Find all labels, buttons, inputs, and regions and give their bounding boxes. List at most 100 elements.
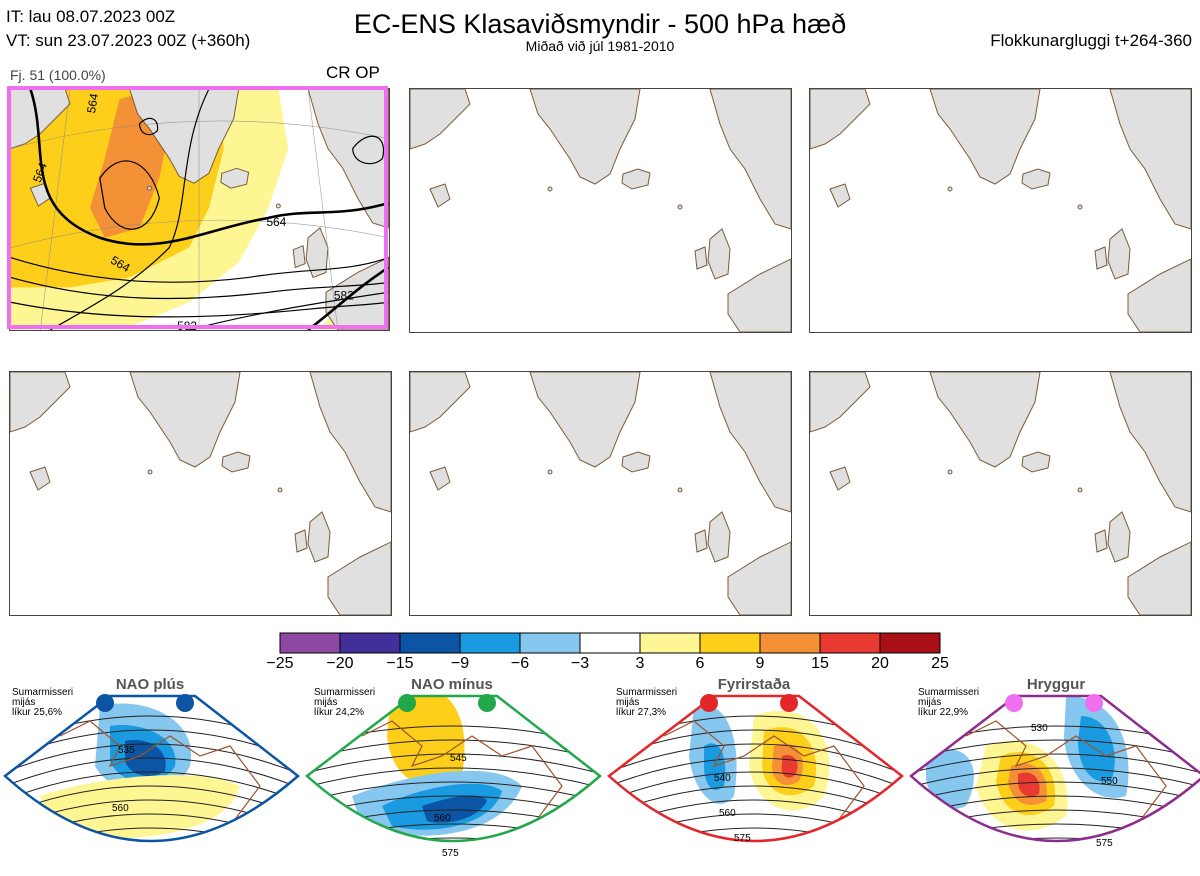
coastline [965,720,1167,841]
panel3-map [810,89,1191,332]
regime-panel[interactable]: 540 560 575 Fyrirstaða Sumarmisseri mijás líku… [604,676,904,871]
colorbar-tick: −3 [570,655,590,672]
regime-panel[interactable]: 530 550 575 Hryggur Sumarmisseri mijás líkur 2… [906,676,1200,871]
cluster-panel-4[interactable] [9,371,392,616]
colorbar-tick: 15 [811,655,829,672]
anomaly-area [781,755,798,778]
regime-info-line: Sumarmisseri [616,687,678,698]
contour-label: 564 [266,215,286,229]
height-contour [307,837,600,841]
regime-map: 530 550 575 [909,694,1200,863]
colorbar-tick: −9 [450,655,470,672]
regime-contour-label: 550 [1101,776,1118,787]
regime-info: Sumarmisseri mijás líkur 25,6% [12,688,73,718]
height-contour [307,767,600,789]
panel1-label: Fj. 51 (100.0%) [10,67,106,83]
colorbar-swatch [519,632,581,654]
regime-contour-label: 530 [1031,723,1048,734]
regime-contour-label: 545 [450,753,467,764]
valid-time: VT: sun 23.07.2023 00Z (+360h) [6,31,251,50]
height-contour [609,827,902,841]
cluster-panel-5[interactable] [409,371,792,616]
regime-name: NAO mínus [411,676,493,693]
height-contour [5,757,298,789]
regime-marker-dot [398,694,416,712]
height-contour [609,813,902,841]
colorbar-tick: −6 [510,655,530,672]
panel6-map [810,372,1191,615]
height-contour [307,781,600,803]
regime-outline [607,694,904,843]
height-contour [307,753,600,775]
regime-info-line: Sumarmisseri [12,687,74,698]
regime-contour-label: 535 [118,745,135,756]
colorbar-swatch [339,632,401,654]
regime-panel[interactable]: 535 560 NAO plús Sumarmisseri mijás líkur 25,… [0,676,300,871]
classification-window: Flokkunargluggi t+264-360 [990,31,1192,50]
colorbar-tick: −20 [326,655,354,672]
regime-marker-dot [478,694,496,712]
panel1-tag: CR OP [326,63,380,82]
regime-info: Sumarmisseri mijás líkur 27,3% [616,688,677,718]
regime-info-line: mijás [314,697,338,708]
coastline [663,720,865,841]
regime-info-line: mijás [12,697,36,708]
regime-info-line: líkur 27,3% [616,707,667,718]
height-contour [5,743,298,775]
regime-info-line: líkur 25,6% [12,707,63,718]
height-contour [911,781,1200,803]
panel2-map [410,89,791,332]
contour-label: 564 [84,92,101,114]
regime-panel[interactable]: 545 560 575 NAO mínus Sumarmisseri mijás líkur… [302,676,602,871]
colorbar-tick: −15 [386,655,414,672]
coastline [361,720,563,841]
anomaly-area [40,775,240,839]
page-title: EC-ENS Klasaviðsmyndir - 500 hPa hæð [353,9,847,39]
regime-marker-dot [780,694,798,712]
colorbar-swatch [459,632,521,654]
height-contour [609,799,902,831]
regime-outline [3,694,300,843]
regime-info-line: mijás [918,697,942,708]
regime-marker-dot [700,694,718,712]
regime-info-line: líkur 22,9% [918,707,969,718]
regime-contour-label: 575 [442,848,459,859]
height-contour [911,725,1200,747]
colorbar-tick: 3 [635,655,645,672]
colorbar-swatch [399,632,461,654]
regime-marker-dot [1005,694,1023,712]
height-contour [609,743,902,775]
panel1-map: 564 564 564 564 582 582 [10,89,389,330]
height-contour [609,785,902,817]
colorbar-swatch [819,632,881,654]
panel4-map [10,372,391,615]
panel5-map [410,372,791,615]
anomaly-area [1018,772,1040,797]
regime-name: NAO plús [115,676,185,693]
contour-label: 564 [30,160,50,184]
regime-name: Fyrirstaða [717,676,791,693]
cluster-panel-6[interactable] [809,371,1192,616]
anomaly-area [1016,849,1047,863]
colorbar-tick: 20 [871,655,889,672]
colorbar-swatch [579,632,641,654]
contour-label: 582 [177,319,197,330]
height-contour [5,771,298,803]
regime-info-line: líkur 24,2% [314,707,365,718]
cluster-panel-1[interactable]: 564 564 564 564 582 582 [9,88,390,331]
colorbar-swatch [879,632,941,654]
regime-info-line: Sumarmisseri [314,687,376,698]
regime-contour-label: 560 [112,803,129,814]
regime-marker-dot [96,694,114,712]
regime-info-line: Sumarmisseri [918,687,980,698]
regime-info-line: mijás [616,697,640,708]
cluster-panel-2[interactable] [409,88,792,333]
cluster-panel-3[interactable] [809,88,1192,333]
colorbar-tick: 6 [695,655,705,672]
height-contour [609,757,902,789]
regime-contour-label: 540 [714,773,731,784]
colorbar-swatch [639,632,701,654]
regime-contour-label: 560 [434,813,451,824]
regime-map: 535 560 [3,694,300,843]
regime-map: 540 560 575 [607,694,904,844]
